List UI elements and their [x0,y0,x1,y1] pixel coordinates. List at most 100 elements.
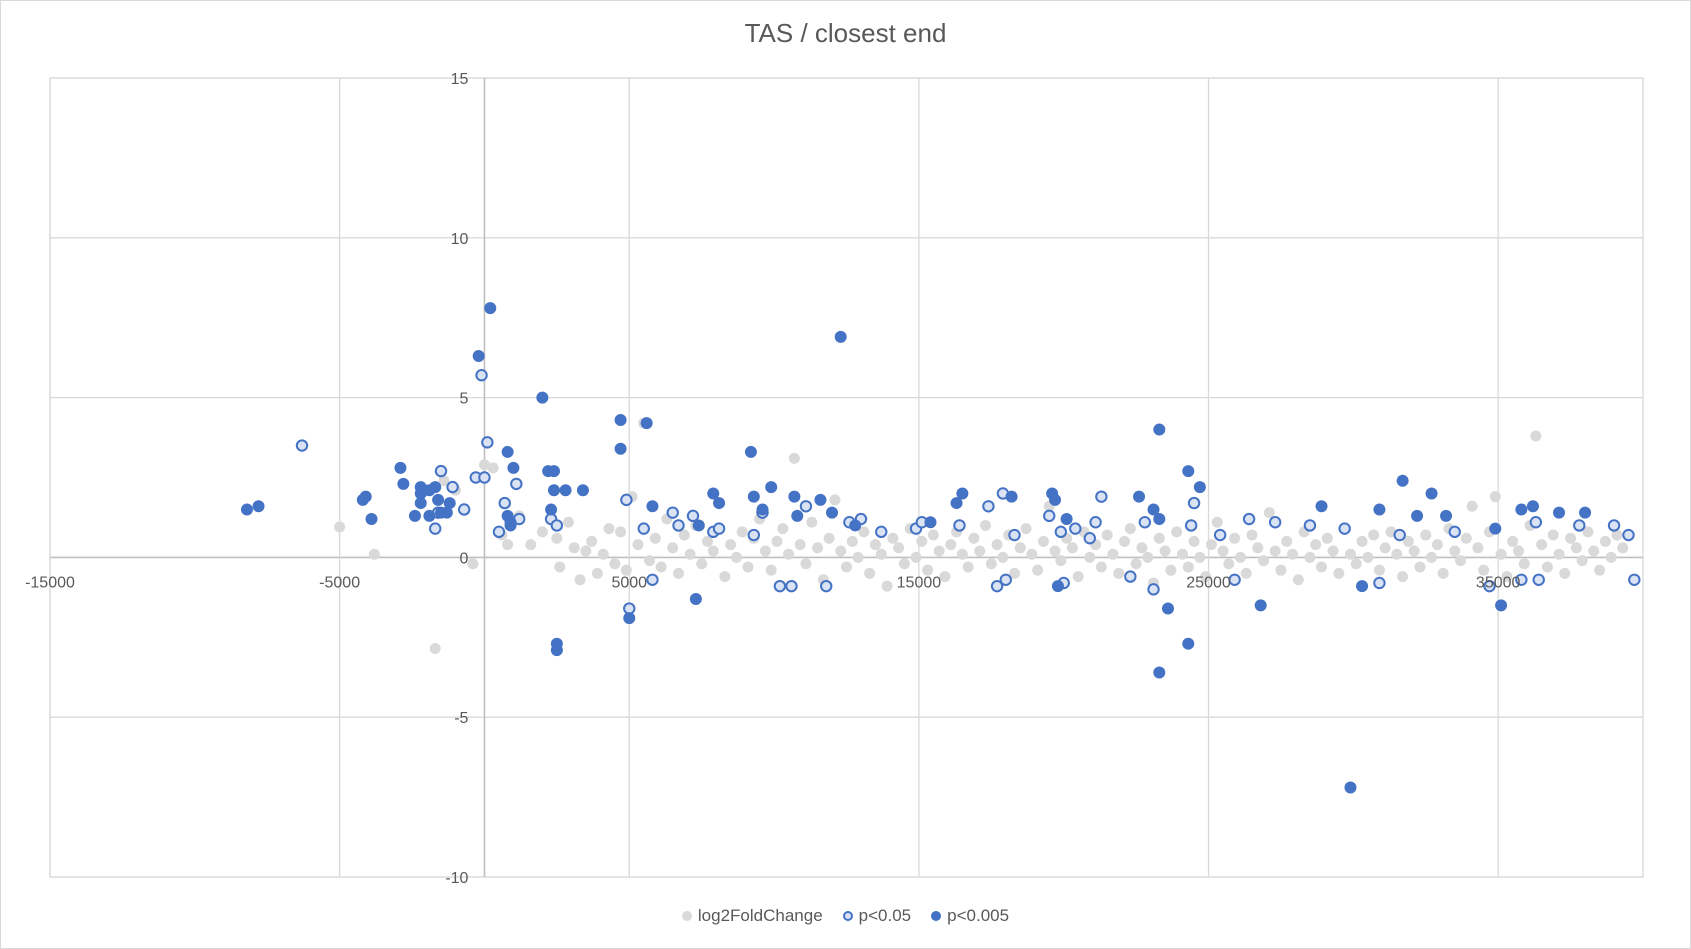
point-log2foldchange [667,542,679,554]
point-p-lt-0-05 [492,525,506,539]
point-p-lt-0-005 [834,330,847,343]
point-p-lt-0-05 [1095,490,1108,503]
point-p-lt-0-05 [446,480,459,494]
gridlines [49,77,1644,878]
x-tick-label: -15000 [25,574,75,591]
point-log2foldchange [1032,564,1044,576]
point-p-lt-0-005 [791,509,804,522]
point-log2foldchange [1176,548,1188,560]
point-log2foldchange [916,535,928,547]
point-log2foldchange [467,558,479,570]
point-log2foldchange [1217,545,1229,557]
point-log2foldchange [1194,551,1206,563]
point-p-lt-0-05 [1147,583,1160,596]
point-p-lt-0-005 [614,442,627,455]
point-p-lt-0-05 [1124,570,1137,583]
point-log2foldchange [1373,564,1385,576]
point-p-lt-0-005 [472,350,485,363]
point-p-lt-0-005 [950,497,963,510]
point-log2foldchange [1130,558,1142,570]
point-log2foldchange [1472,542,1484,554]
point-p-lt-0-005 [1440,509,1453,522]
point-log2foldchange [991,539,1003,551]
point-log2foldchange [730,551,742,563]
point-p-lt-0-005 [1182,465,1195,478]
point-log2foldchange [980,519,992,531]
point-log2foldchange [1211,516,1223,528]
y-tick-label: 5 [460,391,469,408]
point-log2foldchange [536,526,548,538]
point-p-lt-0-005 [536,391,549,404]
point-p-lt-0-05 [1622,528,1635,542]
point-log2foldchange [1507,535,1519,547]
point-log2foldchange [1292,574,1304,586]
point-log2foldchange [933,545,945,557]
tick-labels: -10 -5 0 5 10 15 -15000 -5000 5000 15000 25000 3500… [25,71,1520,887]
point-p-lt-0-005 [849,519,862,532]
point-p-lt-0-005 [1060,513,1073,526]
point-log2foldchange [927,529,939,541]
point-log2foldchange [1205,539,1217,551]
point-p-lt-0-05 [1628,573,1641,586]
point-p-lt-0-005 [1153,423,1166,436]
point-log2foldchange [1530,430,1542,442]
point-log2foldchange [1391,548,1403,560]
point-p-lt-0-05 [481,436,494,449]
point-p-lt-0-005 [1344,781,1357,794]
point-log2foldchange [1008,567,1020,579]
point-log2foldchange [1408,545,1420,557]
point-p-lt-0-05 [773,579,787,593]
point-p-lt-0-05 [457,503,471,516]
point-p-lt-0-05 [429,522,442,535]
point-log2foldchange [1599,535,1611,547]
point-log2foldchange [1055,555,1067,567]
point-log2foldchange [1281,535,1293,547]
point-log2foldchange [551,532,563,544]
point-log2foldchange [968,532,980,544]
point-log2foldchange [701,535,713,547]
point-p-lt-0-005 [1356,580,1369,593]
point-log2foldchange [725,539,737,551]
point-p-lt-0-005 [689,592,702,605]
point-p-lt-0-005 [1147,503,1160,516]
point-log2foldchange [1240,567,1252,579]
legend-marker [842,911,853,921]
point-log2foldchange [922,564,934,576]
point-p-lt-0-005 [924,516,937,529]
point-log2foldchange [864,567,876,579]
point-log2foldchange [615,526,627,538]
point-log2foldchange [1107,548,1119,560]
point-p-lt-0-005 [1049,493,1062,506]
point-p-lt-0-005 [1254,599,1267,612]
point-p-lt-0-005 [484,302,497,315]
point-log2foldchange [1084,551,1096,563]
point-p-lt-0-005 [814,493,827,506]
point-p-lt-0-05 [1373,576,1386,590]
point-log2foldchange [887,532,899,544]
point-p-lt-0-005 [365,513,378,526]
point-log2foldchange [1327,545,1339,557]
point-log2foldchange [1316,561,1328,573]
point-p-lt-0-005 [956,487,969,500]
point-log2foldchange [1512,545,1524,557]
point-log2foldchange [1310,539,1322,551]
point-log2foldchange [1414,561,1426,573]
point-log2foldchange [846,535,858,547]
point-log2foldchange [438,475,450,487]
point-p-lt-0-05 [747,528,761,542]
point-log2foldchange [939,571,951,583]
legend-item: p<0.005 [931,906,1009,926]
point-p-lt-0-005 [1315,500,1328,513]
point-p-lt-0-05 [620,493,633,507]
point-p-lt-0-05 [982,500,995,513]
point-log2foldchange [1159,545,1171,557]
point-p-lt-0-005 [640,417,653,430]
point-log2foldchange [707,545,719,557]
point-p-lt-0-05 [999,573,1012,586]
x-tick-label: 5000 [611,574,647,591]
point-log2foldchange [1014,542,1026,554]
point-log2foldchange [1252,542,1264,554]
point-p-lt-0-005 [443,497,456,510]
point-log2foldchange [858,526,870,538]
